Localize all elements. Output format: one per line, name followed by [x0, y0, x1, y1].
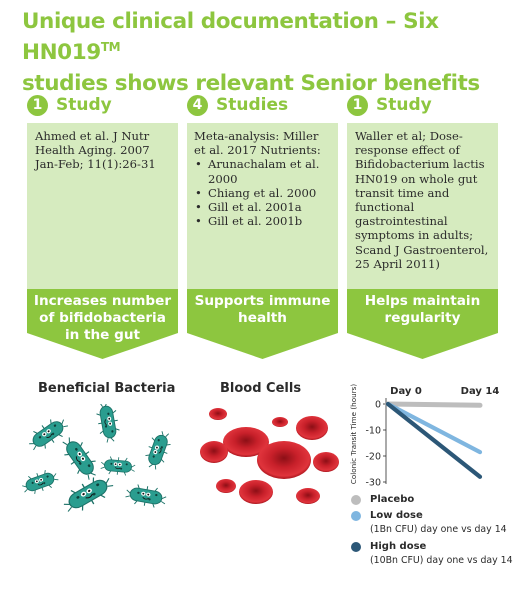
title-line-1: Unique clinical documentation – Six HN01… — [22, 9, 439, 65]
banner-shape — [187, 289, 338, 359]
bacterium — [124, 482, 168, 510]
legend-sublabel: (1Bn CFU) day one vs day 14 — [370, 524, 507, 535]
x-tick-label: Day 14 — [461, 386, 500, 397]
column-2-header: 4 Studies — [187, 94, 338, 116]
bacteria-illustration — [19, 404, 175, 516]
chart-plot: Colonic Transit Time (hours) Day 0 Day 14… — [349, 384, 500, 487]
list-item: Gill et al. 2001b — [194, 214, 330, 228]
reference-text: Meta-analysis: Miller et al. 2017 Nutrie… — [194, 129, 321, 158]
benefit-text: Supports immune health — [194, 293, 331, 326]
y-axis-label: Colonic Transit Time (hours) — [349, 384, 358, 485]
y-tick-label: -30 — [365, 478, 381, 487]
blood-cell — [200, 441, 228, 463]
blood-cell — [272, 417, 288, 427]
benefit-text: Helps maintain regularity — [364, 293, 481, 326]
column-3-header: 1 Study — [347, 94, 498, 116]
series-line-placebo — [385, 401, 483, 408]
legend-swatch — [351, 542, 361, 552]
blood-cell — [257, 441, 311, 479]
bacterium — [24, 412, 72, 456]
x-tick-label: Day 0 — [390, 386, 422, 397]
blood-cell — [296, 488, 320, 504]
reference-list: Arunachalam et al. 2000 Chiang et al. 20… — [194, 157, 330, 228]
title-line-2: studies shows relevant Senior benefits — [22, 71, 480, 96]
y-tick-label: -10 — [365, 426, 381, 437]
column-2-benefit-banner: Supports immune health — [187, 289, 338, 359]
count-badge: 1 — [27, 94, 48, 116]
bacterium — [99, 455, 137, 477]
blood-cell — [209, 408, 227, 420]
benefit-text: Increases number of bifidobacteria in th… — [33, 293, 172, 343]
y-tick-label: -20 — [365, 452, 381, 463]
blood-cells-illustration — [200, 408, 339, 504]
column-label: Study — [56, 95, 112, 115]
legend-label: Low dose — [370, 510, 423, 521]
column-1-reference: Ahmed et al. J Nutr Health Aging. 2007 J… — [27, 123, 178, 289]
column-3-benefit-banner: Helps maintain regularity — [347, 289, 498, 359]
list-item: Arunachalam et al. 2000 — [194, 157, 330, 185]
legend-label: Placebo — [370, 494, 415, 505]
blood-cell — [223, 427, 269, 457]
bacterium — [57, 432, 103, 484]
bacterium — [19, 466, 61, 498]
blood-cell — [216, 479, 236, 493]
reference-text: Waller et al; Dose-response effect of Bi… — [355, 129, 489, 271]
column-1-header: 1 Study — [27, 94, 178, 116]
legend-swatch — [351, 495, 361, 505]
count-badge: 4 — [187, 94, 208, 116]
series-line-high-dose — [385, 401, 483, 479]
blood-cell — [239, 480, 273, 504]
column-label: Studies — [216, 95, 289, 115]
page-title: Unique clinical documentation – Six HN01… — [22, 6, 522, 99]
legend-label: High dose — [370, 541, 427, 552]
bacterium — [141, 428, 175, 472]
banner-shape — [347, 289, 498, 359]
bacteria-label: Beneficial Bacteria — [38, 381, 176, 396]
trademark: TM — [100, 39, 121, 54]
column-label: Study — [376, 95, 432, 115]
blood-cells-label: Blood Cells — [220, 381, 302, 396]
legend-swatch — [351, 511, 361, 521]
list-item: Chiang et al. 2000 — [194, 186, 330, 200]
series-line-low-dose — [385, 401, 483, 455]
bacterium — [94, 404, 122, 444]
blood-cell — [296, 416, 328, 440]
banner-shape — [27, 289, 178, 359]
transit-time-chart: Colonic Transit Time (hours) Day 0 Day 14… — [348, 376, 518, 588]
legend-sublabel: (10Bn CFU) day one vs day 14 — [370, 555, 513, 566]
column-1-benefit-banner: Increases number of bifidobacteria in th… — [27, 289, 178, 359]
count-badge: 1 — [347, 94, 368, 116]
bacterium — [59, 470, 117, 516]
blood-cell — [313, 452, 339, 472]
column-2-reference: Meta-analysis: Miller et al. 2017 Nutrie… — [187, 123, 338, 289]
column-3-reference: Waller et al; Dose-response effect of Bi… — [347, 123, 498, 289]
list-item: Gill et al. 2001a — [194, 200, 330, 214]
reference-text: Ahmed et al. J Nutr Health Aging. 2007 J… — [35, 129, 156, 172]
y-tick-label: 0 — [375, 400, 381, 411]
